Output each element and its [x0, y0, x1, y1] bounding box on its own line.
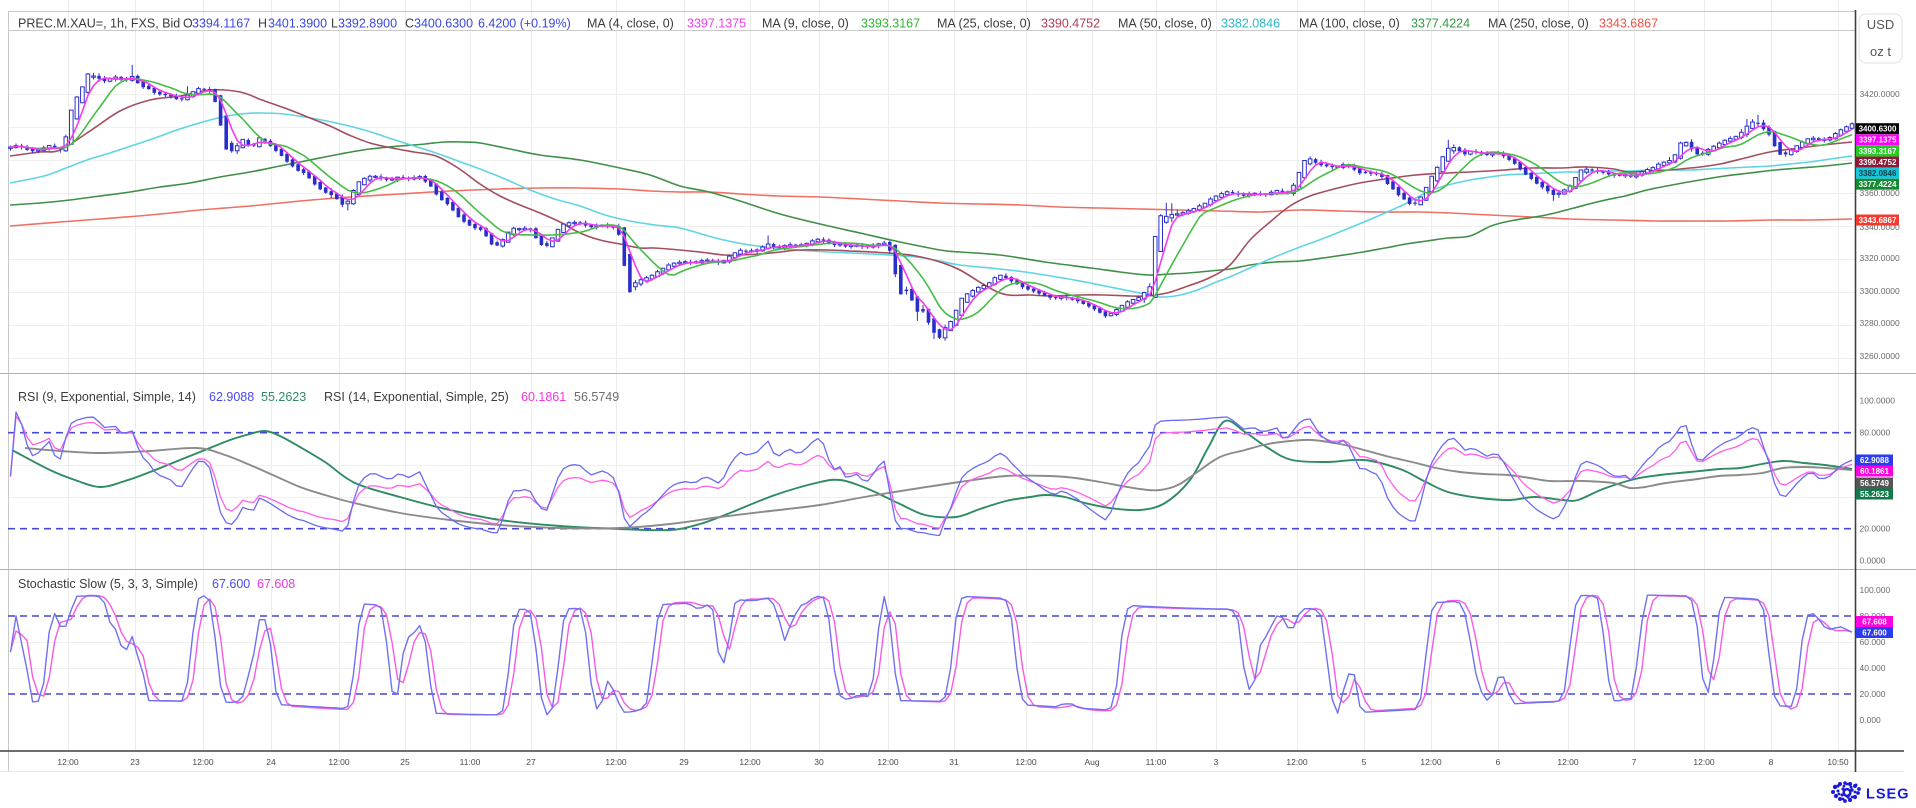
svg-text:3343.6867: 3343.6867: [1599, 17, 1658, 31]
svg-text:MA (4, close, 0): MA (4, close, 0): [587, 17, 674, 31]
svg-text:62.9088: 62.9088: [209, 390, 254, 404]
svg-text:11:00: 11:00: [1146, 757, 1167, 767]
svg-text:3394.1167: 3394.1167: [192, 17, 250, 31]
svg-text:100.0000: 100.0000: [1860, 396, 1896, 406]
svg-text:0.0000: 0.0000: [1860, 556, 1886, 566]
svg-text:oz t: oz t: [1870, 44, 1891, 59]
svg-text:3382.0846: 3382.0846: [1221, 17, 1280, 31]
svg-text:100.000: 100.000: [1860, 585, 1891, 595]
svg-text:LSEG: LSEG: [1866, 787, 1909, 803]
svg-text:60.1861: 60.1861: [521, 390, 566, 404]
svg-text:3320.0000: 3320.0000: [1860, 253, 1900, 263]
svg-text:3377.4224: 3377.4224: [1411, 17, 1470, 31]
svg-text:3400.6300: 3400.6300: [1859, 125, 1897, 134]
svg-text:12:00: 12:00: [739, 757, 761, 767]
svg-text:O: O: [183, 17, 193, 31]
svg-text:3360.0000: 3360.0000: [1860, 188, 1900, 198]
svg-text:29: 29: [679, 757, 689, 767]
svg-text:40.000: 40.000: [1860, 663, 1886, 673]
svg-text:MA (9, close, 0): MA (9, close, 0): [762, 17, 849, 31]
svg-text:MA (100, close, 0): MA (100, close, 0): [1299, 17, 1400, 31]
svg-text:12:00: 12:00: [605, 757, 627, 767]
svg-text:67.600: 67.600: [1862, 628, 1887, 637]
svg-text:55.2623: 55.2623: [1860, 490, 1889, 499]
svg-text:56.5749: 56.5749: [574, 390, 619, 404]
svg-text:Stochastic Slow (5, 3, 3, Simp: Stochastic Slow (5, 3, 3, Simple): [18, 577, 198, 591]
svg-text:3400.6300: 3400.6300: [414, 17, 473, 31]
svg-text:3377.4224: 3377.4224: [1859, 180, 1897, 189]
svg-text:55.2623: 55.2623: [261, 390, 306, 404]
svg-text:12:00: 12:00: [1286, 757, 1308, 767]
svg-text:7: 7: [1632, 757, 1637, 767]
svg-text:62.9088: 62.9088: [1860, 456, 1889, 465]
svg-text:USD: USD: [1867, 17, 1894, 32]
svg-text:0.000: 0.000: [1860, 715, 1882, 725]
svg-text:3393.3167: 3393.3167: [861, 17, 920, 31]
svg-text:PREC.M.XAU=, 1h, FXS, Bid: PREC.M.XAU=, 1h, FXS, Bid: [18, 17, 180, 31]
svg-text:12:00: 12:00: [57, 757, 79, 767]
svg-text:3343.6867: 3343.6867: [1859, 216, 1897, 225]
svg-text:6: 6: [1496, 757, 1501, 767]
svg-text:3390.4752: 3390.4752: [1859, 158, 1897, 167]
svg-text:24: 24: [266, 757, 276, 767]
svg-text:3280.0000: 3280.0000: [1860, 318, 1900, 328]
svg-text:20.000: 20.000: [1860, 689, 1886, 699]
svg-text:MA (25, close, 0): MA (25, close, 0): [937, 17, 1031, 31]
svg-text:3420.0000: 3420.0000: [1860, 89, 1900, 99]
svg-text:12:00: 12:00: [1557, 757, 1579, 767]
svg-text:3382.0846: 3382.0846: [1859, 169, 1897, 178]
svg-text:12:00: 12:00: [877, 757, 899, 767]
svg-text:25: 25: [400, 757, 410, 767]
svg-text:C: C: [405, 17, 414, 31]
svg-text:3: 3: [1214, 757, 1219, 767]
svg-text:8: 8: [1769, 757, 1774, 767]
svg-text:30: 30: [814, 757, 824, 767]
svg-text:67.608: 67.608: [257, 577, 295, 591]
svg-text:11:00: 11:00: [460, 757, 481, 767]
svg-text:10:50: 10:50: [1827, 757, 1849, 767]
svg-text:60.000: 60.000: [1860, 637, 1886, 647]
svg-text:3392.8900: 3392.8900: [338, 17, 397, 31]
svg-text:3401.3900: 3401.3900: [268, 17, 327, 31]
svg-text:3393.3167: 3393.3167: [1859, 147, 1897, 156]
svg-text:60.1861: 60.1861: [1860, 467, 1889, 476]
svg-text:27: 27: [526, 757, 536, 767]
svg-text:3397.1375: 3397.1375: [1859, 136, 1897, 145]
svg-text:H: H: [258, 17, 267, 31]
svg-text:3300.0000: 3300.0000: [1860, 286, 1900, 296]
svg-text:12:00: 12:00: [1693, 757, 1715, 767]
svg-text:3340.0000: 3340.0000: [1860, 222, 1900, 232]
svg-text:12:00: 12:00: [192, 757, 214, 767]
svg-text:RSI (9, Exponential, Simple, 1: RSI (9, Exponential, Simple, 14): [18, 390, 196, 404]
svg-text:MA (50, close, 0): MA (50, close, 0): [1118, 17, 1212, 31]
svg-text:3260.0000: 3260.0000: [1860, 351, 1900, 361]
svg-text:12:00: 12:00: [1420, 757, 1442, 767]
svg-text:3390.4752: 3390.4752: [1041, 17, 1100, 31]
svg-text:31: 31: [949, 757, 959, 767]
svg-text:L: L: [331, 17, 338, 31]
svg-text:80.0000: 80.0000: [1860, 428, 1891, 438]
svg-text:12:00: 12:00: [1015, 757, 1037, 767]
svg-text:67.600: 67.600: [212, 577, 250, 591]
svg-text:5: 5: [1362, 757, 1367, 767]
svg-text:12:00: 12:00: [328, 757, 350, 767]
svg-text:MA (250, close, 0): MA (250, close, 0): [1488, 17, 1589, 31]
svg-text:67.608: 67.608: [1862, 617, 1887, 626]
svg-text:3397.1375: 3397.1375: [687, 17, 746, 31]
svg-text:RSI (14, Exponential, Simple,: RSI (14, Exponential, Simple, 25): [324, 390, 509, 404]
svg-text:6.4200 (+0.19%): 6.4200 (+0.19%): [478, 17, 571, 31]
svg-text:20.0000: 20.0000: [1860, 524, 1891, 534]
svg-text:23: 23: [130, 757, 140, 767]
svg-text:56.5749: 56.5749: [1860, 479, 1889, 488]
svg-text:Aug: Aug: [1084, 757, 1099, 767]
